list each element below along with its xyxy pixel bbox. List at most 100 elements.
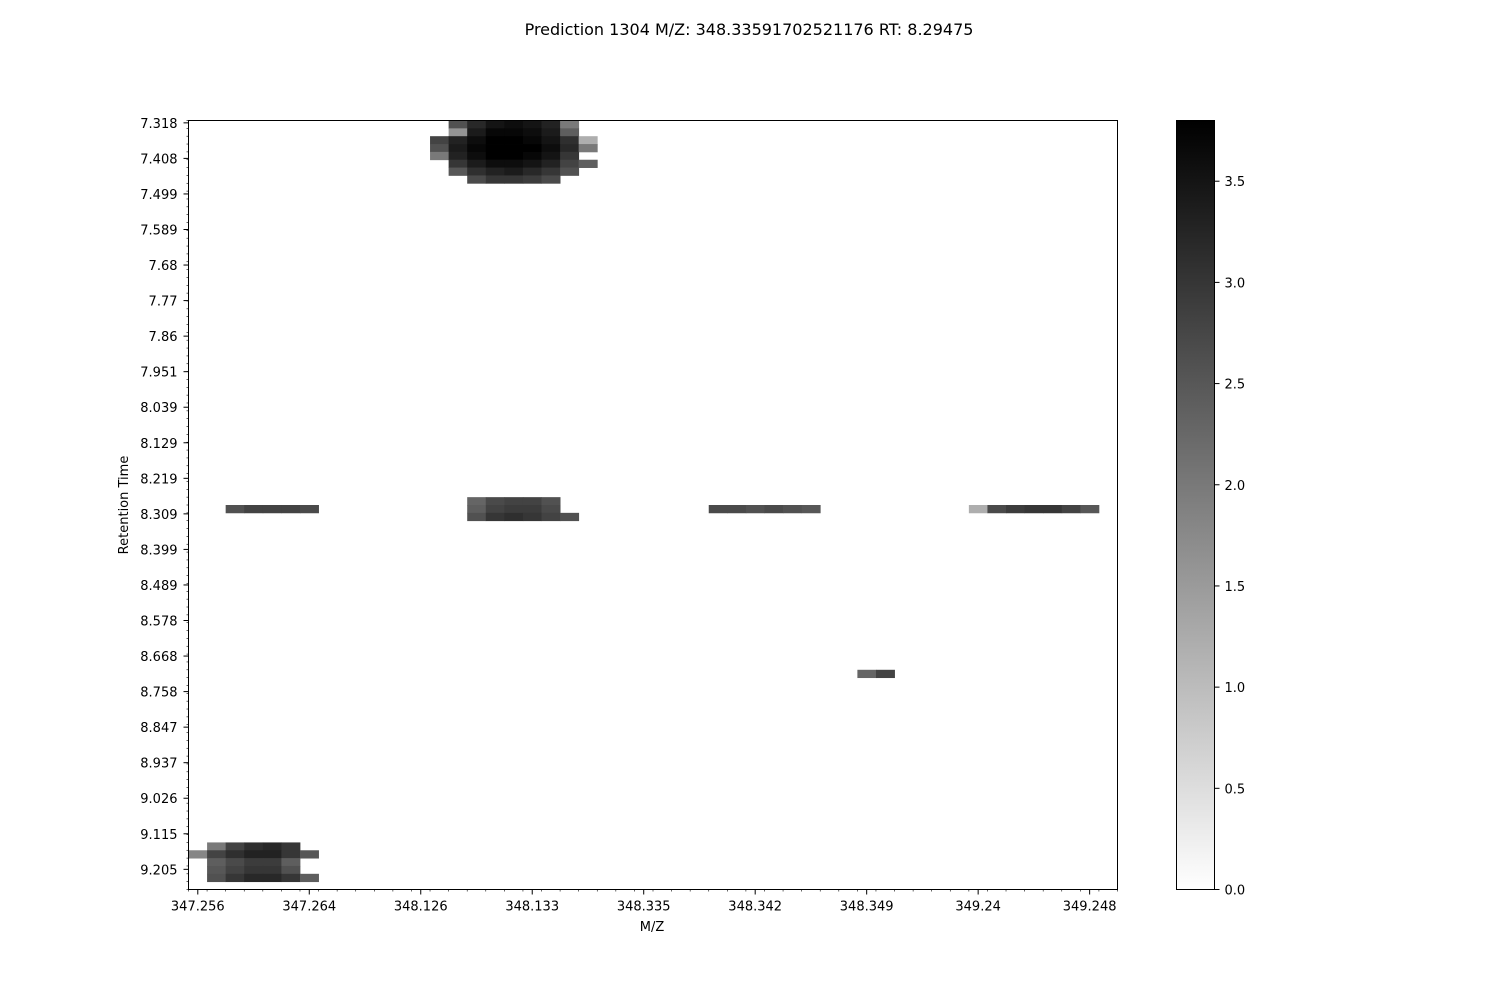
heatmap-cell xyxy=(485,151,505,161)
heatmap-cell xyxy=(467,151,487,161)
heatmap-cell xyxy=(281,842,301,851)
y-tick-label: 8.219 xyxy=(140,472,177,487)
heatmap-cell xyxy=(485,512,505,522)
x-tick-label: 348.126 xyxy=(394,900,448,915)
heatmap-cell xyxy=(448,120,468,129)
heatmap-cell xyxy=(875,669,895,679)
heatmap-cell xyxy=(1061,505,1081,514)
heatmap-cell xyxy=(560,167,580,176)
heatmap-cell xyxy=(281,858,301,867)
heatmap-cell xyxy=(541,136,561,145)
y-tick-label: 7.318 xyxy=(140,117,177,132)
heatmap-cell xyxy=(244,505,264,514)
heatmap-cell xyxy=(448,144,468,153)
heatmap-cell xyxy=(207,858,227,867)
heatmap-cell xyxy=(448,151,468,161)
heatmap-cell xyxy=(467,144,487,153)
colorbar-tick-label: 3.5 xyxy=(1225,175,1246,190)
heatmap-cell xyxy=(1006,505,1025,514)
y-tick-label: 8.847 xyxy=(140,721,177,736)
heatmap-cell xyxy=(504,167,524,176)
heatmap-cells xyxy=(188,120,1100,883)
x-tick-label: 349.24 xyxy=(955,900,1001,915)
heatmap-cell xyxy=(225,505,245,514)
y-tick-label: 7.408 xyxy=(140,152,177,167)
heatmap-cell xyxy=(708,505,728,514)
heatmap-cell xyxy=(745,505,765,514)
heatmap-cell xyxy=(244,858,264,867)
heatmap-cell xyxy=(504,136,524,145)
heatmap-cell xyxy=(1043,505,1063,514)
heatmap-cell xyxy=(299,873,319,883)
y-tick-label: 7.589 xyxy=(140,223,177,238)
chart-title: Prediction 1304 M/Z: 348.33591702521176 … xyxy=(525,20,974,39)
heatmap-cell xyxy=(522,136,542,145)
heatmap-cell xyxy=(225,850,245,859)
heatmap-cell xyxy=(244,865,264,875)
heatmap-cell xyxy=(467,128,487,137)
heatmap-cell xyxy=(225,873,245,883)
heatmap-cell xyxy=(504,505,524,514)
heatmap-cell xyxy=(522,175,542,184)
heatmap-cell xyxy=(299,505,319,514)
y-tick-label: 8.129 xyxy=(140,437,177,452)
heatmap-cell xyxy=(522,505,542,514)
heatmap-cell xyxy=(467,175,487,184)
heatmap-cell xyxy=(485,167,505,176)
heatmap-cell xyxy=(281,873,301,883)
x-tick-label: 347.256 xyxy=(171,900,225,915)
heatmap-cell xyxy=(448,159,468,168)
heatmap-cell xyxy=(281,505,301,514)
x-tick-label: 348.349 xyxy=(840,900,894,915)
y-tick-label: 8.309 xyxy=(140,508,177,523)
y-tick-label: 9.026 xyxy=(140,792,177,807)
x-axis-ticks: 347.256 347.264 348.126 348.133 348.335 348.3… xyxy=(171,889,1118,915)
heatmap-cell xyxy=(188,850,208,859)
heatmap-cell xyxy=(448,136,468,145)
heatmap-cell xyxy=(467,120,487,129)
heatmap-cell xyxy=(968,505,988,514)
heatmap-cell xyxy=(522,120,542,129)
y-tick-label: 8.937 xyxy=(140,757,177,772)
heatmap-cell xyxy=(448,167,468,176)
heatmap-cell xyxy=(560,151,580,161)
heatmap-cell xyxy=(541,497,561,506)
heatmap-cell xyxy=(541,128,561,137)
heatmap-cell xyxy=(801,505,821,514)
heatmap-cell xyxy=(541,175,561,184)
y-tick-label: 8.668 xyxy=(140,650,177,665)
y-tick-label: 7.951 xyxy=(140,366,177,381)
y-tick-label: 7.68 xyxy=(149,259,178,274)
heatmap-cell xyxy=(1024,505,1044,514)
heatmap-cell xyxy=(578,144,598,153)
heatmap-cell xyxy=(485,120,505,129)
heatmap-cell xyxy=(225,858,245,867)
heatmap-cell xyxy=(262,505,282,514)
colorbar-tick-label: 0.5 xyxy=(1225,782,1246,797)
heatmap-cell xyxy=(560,512,580,522)
colorbar-tick-label: 0.0 xyxy=(1225,884,1246,899)
x-tick-label: 347.264 xyxy=(282,900,336,915)
heatmap-cell xyxy=(522,151,542,161)
heatmap-cell xyxy=(522,512,542,522)
heatmap-cell xyxy=(522,144,542,153)
x-tick-label: 348.342 xyxy=(728,900,782,915)
heatmap-cell xyxy=(281,850,301,859)
heatmap-cell xyxy=(522,497,542,506)
heatmap-cell xyxy=(467,167,487,176)
heatmap-cell xyxy=(504,512,524,522)
heatmap-cell xyxy=(299,850,319,859)
heatmap-cell xyxy=(207,873,227,883)
heatmap-cell xyxy=(485,159,505,168)
heatmap-cell xyxy=(1080,505,1100,514)
heatmap-cell xyxy=(244,842,264,851)
heatmap-cell xyxy=(448,128,468,137)
heatmap-cell xyxy=(485,175,505,184)
heatmap-cell xyxy=(541,159,561,168)
heatmap-cell xyxy=(504,151,524,161)
heatmap-cell xyxy=(522,128,542,137)
heatmap-cell xyxy=(207,850,227,859)
heatmap-cell xyxy=(244,873,264,883)
heatmap-cell xyxy=(225,842,245,851)
colorbar-tick-label: 2.5 xyxy=(1225,378,1246,393)
